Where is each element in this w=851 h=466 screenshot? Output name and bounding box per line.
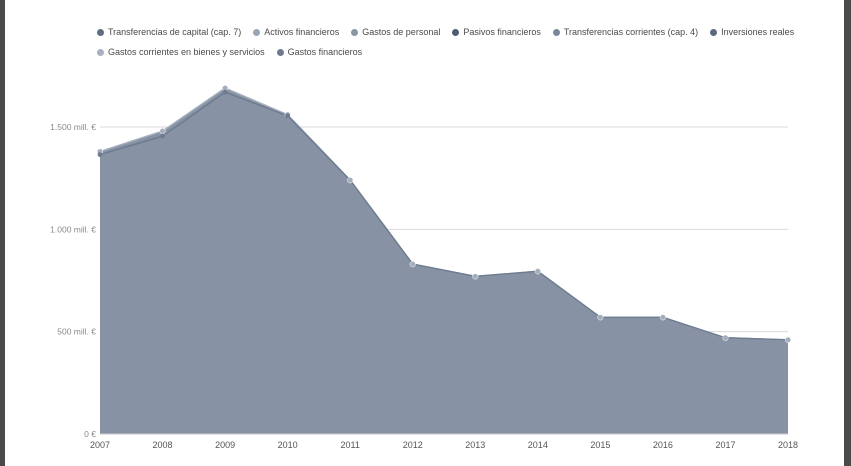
legend-label: Transferencias corrientes (cap. 4) [563, 27, 699, 37]
y-tick-label: 1.500 mill. € [50, 122, 96, 132]
legend-dot-icon [552, 28, 560, 36]
data-point [222, 89, 228, 95]
x-tick-label: 2013 [465, 440, 485, 450]
legend-label: Activos financieros [264, 27, 340, 37]
data-point [597, 314, 604, 321]
legend-item[interactable]: Activos financieros [253, 24, 339, 40]
data-point [722, 334, 729, 341]
data-point [285, 113, 291, 119]
legend-item[interactable]: Inversiones reales [710, 24, 794, 40]
legend-dot-icon [710, 28, 718, 36]
legend-dot-icon [97, 28, 104, 36]
x-tick-label: 2009 [215, 440, 235, 450]
x-tick-label: 2015 [590, 440, 610, 450]
legend-label: Gastos de personal [362, 27, 441, 37]
legend-item[interactable]: Transferencias corrientes (cap. 4) [552, 24, 699, 40]
x-tick-label: 2012 [403, 440, 423, 450]
x-tick-label: 2017 [715, 440, 735, 450]
x-tick-label: 2007 [90, 440, 110, 450]
legend-dot-icon [452, 28, 460, 36]
x-tick-label: 2016 [653, 440, 673, 450]
legend-dot-icon [351, 28, 359, 36]
data-point [409, 261, 416, 268]
series-line-lower [99, 91, 789, 341]
data-point [534, 268, 541, 275]
y-tick-label: 0 € [84, 429, 96, 439]
legend-dot-icon [97, 48, 104, 56]
y-tick-label: 500 mill. € [57, 327, 96, 337]
x-tick-label: 2008 [153, 440, 173, 450]
legend-label: Inversiones reales [721, 27, 795, 37]
data-point [659, 314, 666, 321]
legend-item[interactable]: Gastos de personal [351, 24, 440, 40]
data-point [347, 177, 354, 184]
legend-label: Pasivos financieros [463, 27, 541, 37]
data-point [472, 273, 479, 280]
x-tick-label: 2018 [778, 440, 798, 450]
legend-label: Transferencias de capital (cap. 7) [108, 27, 242, 37]
legend-item[interactable]: Gastos corrientes en bienes y servicios [97, 44, 265, 60]
legend-item[interactable]: Transferencias de capital (cap. 7) [97, 24, 241, 40]
legend-dot-icon [276, 48, 284, 56]
legend-item[interactable]: Pasivos financieros [452, 24, 541, 40]
data-point [97, 152, 103, 158]
x-tick-label: 2011 [341, 440, 360, 450]
y-tick-label: 1.000 mill. € [50, 224, 96, 234]
data-point [159, 128, 166, 135]
data-point [784, 336, 792, 343]
legend-label: Gastos corrientes en bienes y servicios [108, 47, 265, 57]
x-tick-label: 2010 [278, 440, 298, 450]
legend-dot-icon [253, 28, 261, 36]
x-tick-label: 2014 [528, 440, 548, 450]
area-fill [100, 88, 788, 434]
data-point [160, 133, 165, 139]
legend-item[interactable]: Gastos financieros [276, 44, 363, 60]
chart-legend: Transferencias de capital (cap. 7) Activo… [97, 24, 797, 60]
legend-label: Gastos financieros [287, 47, 363, 57]
